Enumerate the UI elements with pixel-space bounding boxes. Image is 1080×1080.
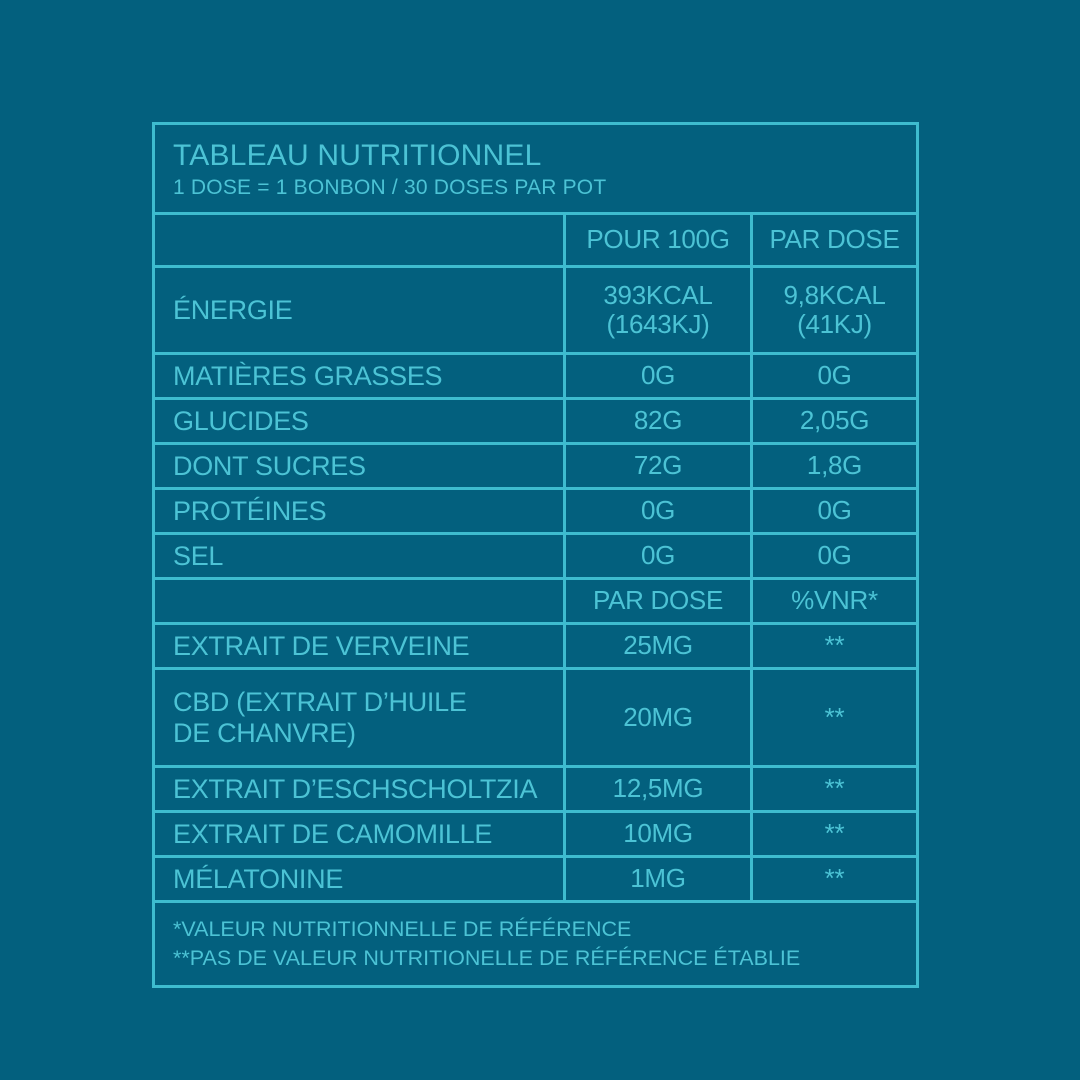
row-value-per100g: 72G (563, 445, 750, 487)
table-row-melatonine: MÉLATONINE 1MG ** (155, 855, 916, 900)
row-value-per100g: 82G (563, 400, 750, 442)
row-label: CBD (EXTRAIT D’HUILE DE CHANVRE) (173, 687, 467, 748)
row-value-per100g: 0G (563, 355, 750, 397)
footnote-no-vnr: **PAS DE VALEUR NUTRITIONELLE DE RÉFÉREN… (173, 946, 801, 971)
row-value-vnr: ** (750, 625, 916, 667)
row-value-per100g: 0G (563, 490, 750, 532)
nutrition-table: TABLEAU NUTRITIONNEL 1 DOSE = 1 BONBON /… (152, 122, 919, 989)
table-row-proteines: PROTÉINES 0G 0G (155, 487, 916, 532)
row-value-perdose: 0G (750, 490, 916, 532)
row-value-per100g: 393KCAL (1643KJ) (563, 268, 750, 352)
column-header-row: POUR 100G PAR DOSE (155, 212, 916, 265)
row-value-perdose: 10MG (563, 813, 750, 855)
row-value-vnr: ** (750, 768, 916, 810)
row-label: MÉLATONINE (173, 863, 344, 894)
table-title: TABLEAU NUTRITIONNEL (173, 139, 542, 172)
table-row-dont-sucres: DONT SUCRES 72G 1,8G (155, 442, 916, 487)
row-value-perdose: 0G (750, 355, 916, 397)
row-value-perdose: 2,05G (750, 400, 916, 442)
row-label: MATIÈRES GRASSES (173, 360, 443, 391)
table-title-block: TABLEAU NUTRITIONNEL 1 DOSE = 1 BONBON /… (155, 125, 916, 212)
table-row-verveine: EXTRAIT DE VERVEINE 25MG ** (155, 622, 916, 667)
row-value-perdose: 20MG (563, 670, 750, 765)
row-value-vnr: ** (750, 670, 916, 765)
table-row-matieres-grasses: MATIÈRES GRASSES 0G 0G (155, 352, 916, 397)
table-row-cbd: CBD (EXTRAIT D’HUILE DE CHANVRE) 20MG ** (155, 667, 916, 765)
supplement-header-perdose: PAR DOSE (563, 580, 750, 622)
column-header-per100g: POUR 100G (563, 215, 750, 265)
row-value-perdose: 25MG (563, 625, 750, 667)
supplement-header-vnr: %VNR* (750, 580, 916, 622)
table-row-glucides: GLUCIDES 82G 2,05G (155, 397, 916, 442)
table-row-sel: SEL 0G 0G (155, 532, 916, 577)
row-label: SEL (173, 540, 224, 571)
table-subtitle: 1 DOSE = 1 BONBON / 30 DOSES PAR POT (173, 176, 607, 199)
column-header-perdose: PAR DOSE (750, 215, 916, 265)
row-label: GLUCIDES (173, 405, 309, 436)
row-label: EXTRAIT D’ESCHSCHOLTZIA (173, 773, 538, 804)
row-value-vnr: ** (750, 858, 916, 900)
row-label: DONT SUCRES (173, 450, 366, 481)
column-header-empty (155, 215, 563, 265)
supplement-header-empty (155, 580, 563, 622)
row-value-perdose: 12,5MG (563, 768, 750, 810)
row-value-perdose: 1,8G (750, 445, 916, 487)
row-value-perdose: 9,8KCAL (41KJ) (750, 268, 916, 352)
row-label: PROTÉINES (173, 495, 327, 526)
row-label: EXTRAIT DE VERVEINE (173, 630, 470, 661)
footnote-vnr: *VALEUR NUTRITIONNELLE DE RÉFÉRENCE (173, 917, 632, 941)
row-value-vnr: ** (750, 813, 916, 855)
row-value-perdose: 0G (750, 535, 916, 577)
row-label: EXTRAIT DE CAMOMILLE (173, 818, 493, 849)
row-value-per100g: 0G (563, 535, 750, 577)
row-value-perdose: 1MG (563, 858, 750, 900)
table-row-energie: ÉNERGIE 393KCAL (1643KJ) 9,8KCAL (41KJ) (155, 265, 916, 352)
footnotes-row: *VALEUR NUTRITIONNELLE DE RÉFÉRENCE **PA… (155, 900, 916, 985)
row-label: ÉNERGIE (173, 294, 293, 325)
supplement-header-row: PAR DOSE %VNR* (155, 577, 916, 622)
table-row-camomille: EXTRAIT DE CAMOMILLE 10MG ** (155, 810, 916, 855)
table-row-eschscholtzia: EXTRAIT D’ESCHSCHOLTZIA 12,5MG ** (155, 765, 916, 810)
